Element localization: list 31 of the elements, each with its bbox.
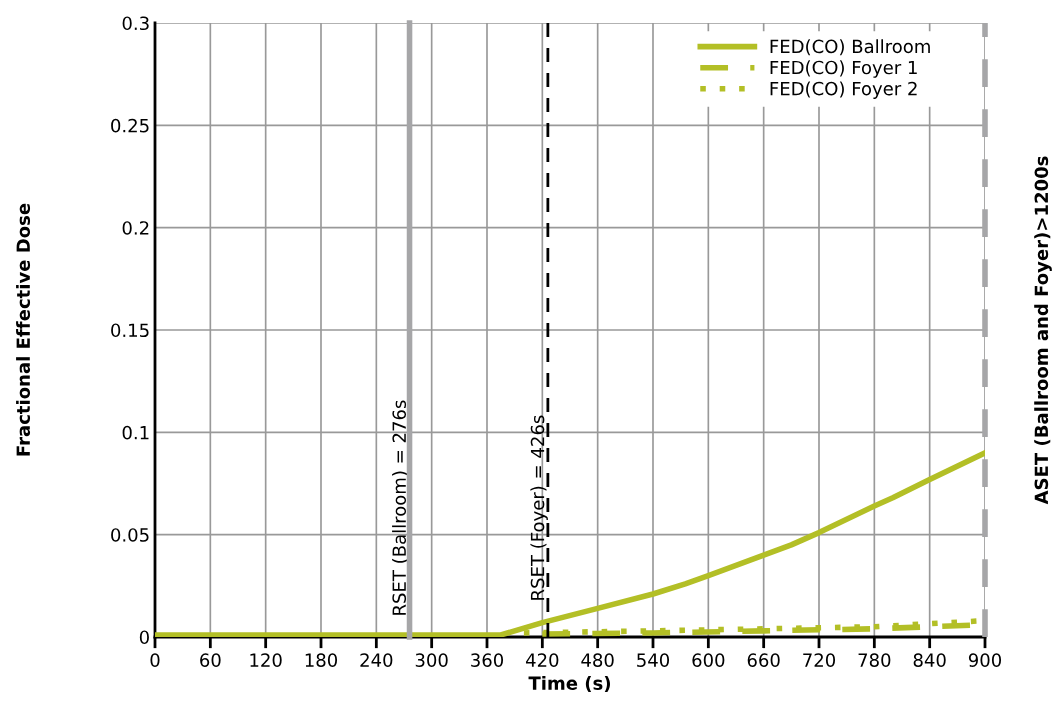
x-tick-label: 180 xyxy=(305,653,338,667)
x-tick-label: 360 xyxy=(471,653,504,667)
x-tick-label: 300 xyxy=(415,653,448,667)
y-tick-label: 0.15 xyxy=(111,323,149,338)
ref-line-label: RSET (Ballroom) = 276s xyxy=(392,400,409,615)
x-tick-label: 720 xyxy=(803,653,836,667)
y-tick-label: 0.25 xyxy=(111,118,149,133)
x-tick-label: 120 xyxy=(250,653,282,667)
y-tick-label: 0.05 xyxy=(111,528,149,542)
legend-label: FED(CO) Foyer 2 xyxy=(770,81,917,99)
legend-label: FED(CO) Foyer 1 xyxy=(770,60,917,78)
x-tick-label: 540 xyxy=(637,653,670,667)
legend-label: FED(CO) Ballroom xyxy=(770,39,930,56)
x-tick-label: 420 xyxy=(525,653,559,667)
y-axis-title: Fractional Effective Dose xyxy=(16,203,31,456)
x-tick-label: 660 xyxy=(747,653,780,667)
x-tick-label: 600 xyxy=(692,653,725,667)
x-tick-label: 0 xyxy=(150,653,160,667)
y-tick-label: 0.1 xyxy=(122,425,149,440)
y-tick-label: 0.3 xyxy=(122,16,149,31)
ref-line-label: RSET (Foyer) = 426s xyxy=(530,415,548,600)
x-tick-label: 780 xyxy=(858,653,891,667)
x-tick-label: 900 xyxy=(968,653,1002,667)
x-tick-label: 480 xyxy=(581,653,614,667)
x-axis-title: Time (s) xyxy=(528,676,610,693)
x-tick-label: 60 xyxy=(200,653,221,667)
y-tick-label: 0.2 xyxy=(122,221,149,235)
x-tick-label: 240 xyxy=(360,653,393,667)
y-tick-label: 0 xyxy=(139,630,149,645)
ref-line-label: ASET (Ballroom and Foyer)>1200s xyxy=(1034,156,1052,505)
x-tick-label: 840 xyxy=(913,653,946,667)
